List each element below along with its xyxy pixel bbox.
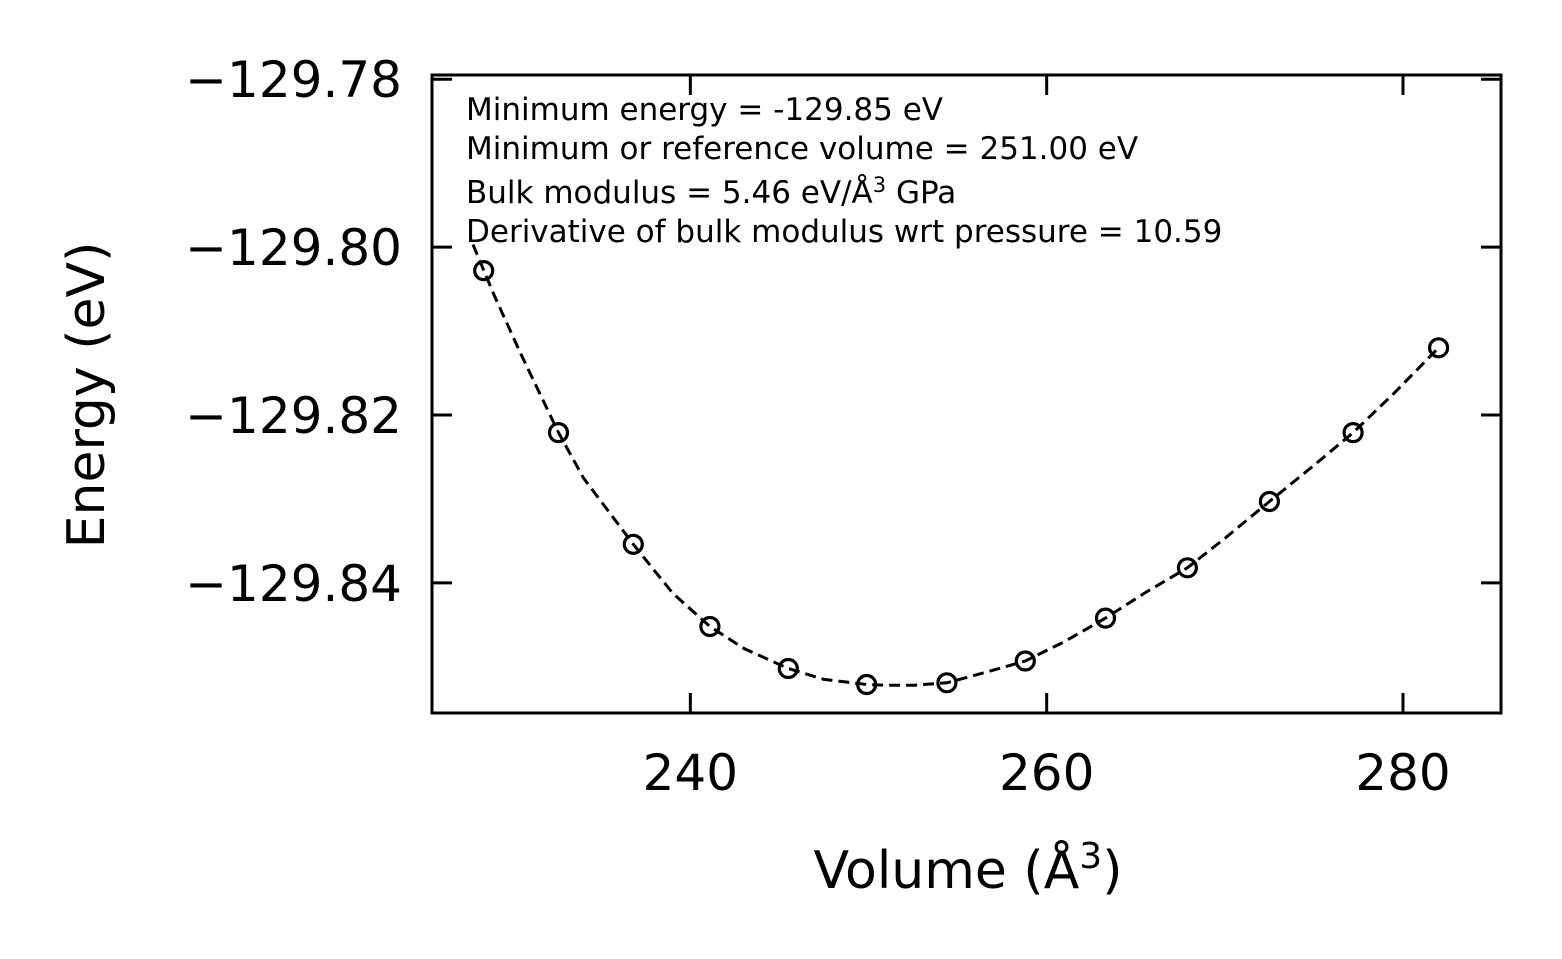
data-points-layer (473, 260, 1450, 696)
data-point (936, 672, 958, 694)
data-point (1014, 650, 1036, 672)
x-axis-label: Volume (Å3) (814, 836, 1123, 901)
data-point (777, 657, 799, 680)
annotation-bulk-modulus-sup: 3 (873, 173, 886, 197)
ticks-layer: 240 260 280 −129.78 −129.80 −129.82 −129.84 (185, 51, 1501, 802)
y-tick-label: −129.80 (185, 219, 402, 277)
data-point (622, 533, 644, 555)
data-point (856, 673, 878, 696)
x-axis-label-text: Volume (Å (814, 839, 1080, 901)
data-point (547, 422, 570, 444)
y-tick-label: −129.78 (185, 51, 402, 109)
x-tick-label: 240 (643, 744, 738, 802)
annotation-bulk-modulus-text: Bulk modulus = 5.46 eV/Å (466, 175, 873, 211)
x-tick-label: 260 (999, 744, 1094, 802)
y-axis-label: Energy (eV) (57, 242, 117, 549)
data-point (473, 260, 495, 282)
fit-curve-layer (471, 244, 1440, 687)
data-point (1342, 422, 1364, 444)
plot-frame (430, 73, 1503, 715)
data-point (699, 615, 721, 638)
y-tick-label: −129.82 (185, 387, 402, 445)
annotation-bulk-modulus: Bulk modulus = 5.46 eV/Å3 GPa (466, 173, 956, 211)
annotation-min-energy: Minimum energy = -129.85 eV (466, 92, 943, 128)
y-tick-label: −129.84 (185, 555, 402, 613)
data-point (1176, 557, 1199, 579)
annotation-bulk-modulus-unit: GPa (886, 175, 956, 211)
fit-curve (471, 244, 1440, 687)
annotation-bulk-derivative: Derivative of bulk modulus wrt pressure … (466, 214, 1222, 250)
data-point (1258, 490, 1281, 513)
x-axis-label-sup: 3 (1079, 836, 1102, 877)
annotation-min-volume: Minimum or reference volume = 251.00 eV (466, 131, 1138, 167)
x-tick-label: 280 (1355, 744, 1450, 802)
x-axis-label-close: ) (1102, 841, 1122, 901)
data-point (1427, 337, 1450, 359)
data-point (1094, 607, 1117, 629)
